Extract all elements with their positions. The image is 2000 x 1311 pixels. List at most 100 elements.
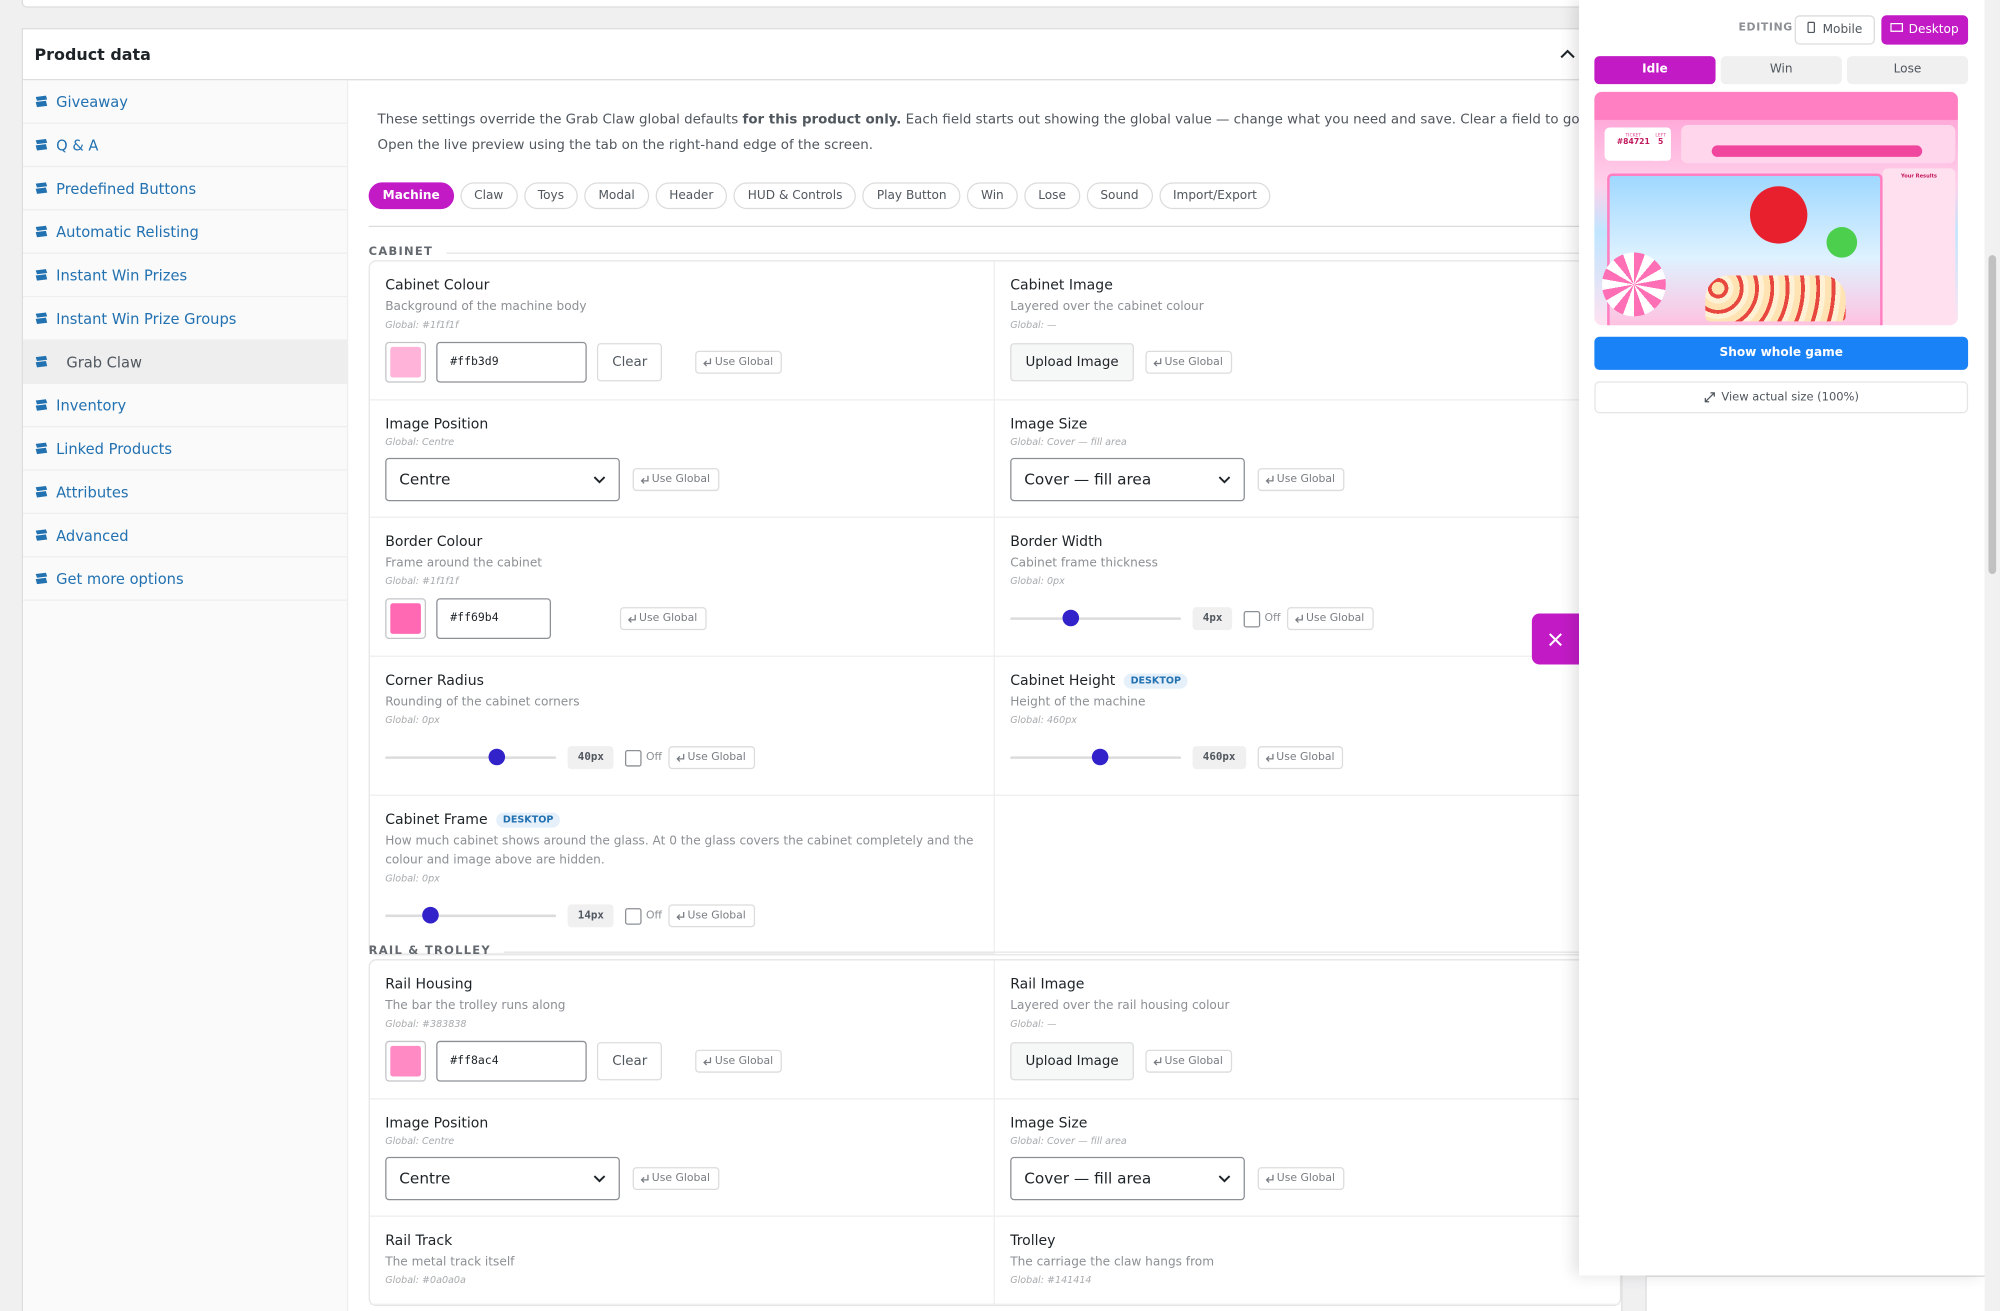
sidebar-item[interactable]: Advanced — [22, 514, 347, 558]
use-global-button[interactable]: Use Global — [695, 1049, 783, 1073]
settings-card: Cabinet Colour Background of the machine … — [368, 260, 1622, 956]
left-value: 5 — [1658, 137, 1664, 147]
sidebar-item-label: Q & A — [56, 135, 99, 154]
slider-thumb[interactable] — [488, 748, 506, 766]
field: Image Size Global: Cover — fill area Cover… — [994, 401, 1620, 518]
sidebar-item[interactable]: Inventory — [22, 384, 347, 428]
show-whole-game-button[interactable]: Show whole game — [1594, 336, 1969, 370]
use-global-label: Use Global — [714, 1054, 774, 1068]
tab[interactable]: HUD & Controls — [733, 182, 857, 210]
use-global-label: Use Global — [1164, 355, 1223, 369]
global-value: Global: Centre — [385, 1135, 455, 1147]
use-global-button[interactable]: Use Global — [668, 904, 755, 928]
sidebar-item[interactable]: Instant Win Prizes — [22, 254, 347, 298]
hex-input[interactable]: #ff69b4 — [436, 598, 552, 640]
use-global-button[interactable]: Use Global — [632, 1167, 720, 1191]
collapse-icon[interactable] — [1560, 47, 1575, 60]
use-global-button[interactable]: Use Global — [1257, 1167, 1344, 1191]
tab[interactable]: Import/Export — [1158, 182, 1271, 210]
sidebar-item[interactable]: Instant Win Prize Groups — [22, 297, 347, 341]
undo-icon — [703, 1057, 712, 1066]
field: Image Size Global: Cover — fill area Cover… — [994, 1099, 1620, 1217]
sidebar-item[interactable]: Attributes — [22, 471, 347, 515]
global-value: Global: #141414 — [1010, 1274, 1092, 1286]
slider-thumb[interactable] — [1062, 609, 1079, 627]
use-global-button[interactable]: Use Global — [1257, 746, 1344, 770]
slider-track[interactable] — [1010, 748, 1182, 766]
select[interactable]: Centre — [385, 457, 620, 502]
use-global-button[interactable]: Use Global — [1145, 1049, 1232, 1073]
undo-icon — [1153, 358, 1162, 367]
close-preview-button[interactable] — [1531, 613, 1580, 665]
sidebar-item[interactable]: Grab Claw — [22, 340, 347, 384]
field-label-text: Rail Track — [385, 1232, 453, 1249]
clear-button[interactable]: Clear — [596, 343, 663, 382]
range-value: 460px — [1192, 746, 1246, 770]
sidebar-item[interactable]: Get more options — [22, 557, 347, 601]
use-global-button[interactable]: Use Global — [1145, 350, 1232, 374]
color-swatch[interactable] — [385, 1040, 427, 1082]
global-value: Global: #1f1f1f — [385, 318, 459, 331]
tab[interactable]: Machine — [368, 182, 454, 210]
mobile-icon — [1807, 21, 1815, 34]
select[interactable]: Cover — fill area — [1010, 457, 1245, 502]
tab[interactable]: Claw — [460, 182, 518, 210]
desktop-badge: DESKTOP — [1124, 672, 1188, 689]
state-tab[interactable]: Win — [1720, 56, 1842, 85]
field-label-text: Border Width — [1010, 533, 1103, 550]
settings-card: Rail Housing The bar the trolley runs alo… — [368, 959, 1622, 1307]
checkbox[interactable] — [625, 749, 643, 766]
checkbox[interactable] — [1244, 610, 1261, 627]
sidebar-item[interactable]: Linked Products — [22, 427, 347, 471]
menu-icon — [35, 95, 48, 108]
use-global-button[interactable]: Use Global — [1286, 607, 1374, 631]
use-global-button[interactable]: Use Global — [1257, 468, 1344, 492]
select[interactable]: Centre — [385, 1156, 620, 1201]
upload-image-button[interactable]: Upload Image — [1010, 1042, 1134, 1081]
select[interactable]: Cover — fill area — [1010, 1156, 1245, 1201]
control-row: Centre Use Global — [385, 1156, 978, 1201]
tab[interactable]: Header — [655, 182, 728, 210]
slider-track[interactable] — [385, 906, 557, 924]
tab[interactable]: Play Button — [862, 182, 961, 210]
use-global-button[interactable]: Use Global — [632, 468, 720, 492]
tab[interactable]: Toys — [523, 182, 579, 210]
slider-thumb[interactable] — [421, 906, 439, 924]
use-global-button[interactable]: Use Global — [695, 350, 783, 374]
use-global-button[interactable]: Use Global — [619, 607, 707, 631]
tab[interactable]: Win — [966, 182, 1018, 210]
use-global-button[interactable]: Use Global — [668, 746, 755, 770]
clear-button[interactable]: Clear — [596, 1042, 663, 1081]
tab[interactable]: Lose — [1024, 182, 1080, 210]
game-machine — [1602, 173, 1883, 326]
hex-input[interactable]: #ff8ac4 — [436, 1040, 587, 1082]
off-toggle[interactable]: Off — [1244, 610, 1280, 627]
state-tab[interactable]: Idle — [1594, 56, 1716, 85]
upload-image-button[interactable]: Upload Image — [1010, 343, 1134, 382]
off-toggle[interactable]: Off — [625, 749, 662, 766]
checkbox[interactable] — [625, 907, 643, 925]
sidebar-item[interactable]: Giveaway — [22, 80, 347, 124]
sidebar-item[interactable]: Q & A — [22, 124, 347, 168]
sidebar-item[interactable]: Automatic Relisting — [22, 210, 347, 254]
device-button[interactable]: Mobile — [1794, 15, 1875, 45]
slider-track[interactable] — [1010, 609, 1182, 627]
lollipop-decoration — [1602, 252, 1666, 317]
tab[interactable]: Modal — [584, 182, 649, 210]
color-swatch[interactable] — [385, 341, 427, 383]
sidebar-item[interactable]: Predefined Buttons — [22, 167, 347, 211]
view-actual-size-button[interactable]: View actual size (100%) — [1594, 381, 1969, 414]
left-label: LEFT — [1655, 132, 1666, 138]
device-button[interactable]: Desktop — [1881, 15, 1969, 45]
field-description: The metal track itself — [385, 1255, 515, 1270]
tab[interactable]: Sound — [1086, 182, 1153, 210]
off-toggle[interactable]: Off — [625, 907, 662, 925]
slider-thumb[interactable] — [1091, 748, 1108, 766]
scrollbar-thumb[interactable] — [1988, 255, 1997, 574]
slider-track[interactable] — [385, 748, 557, 766]
color-swatch[interactable] — [385, 598, 427, 640]
hex-input[interactable]: #ffb3d9 — [436, 341, 587, 383]
device-label: Desktop — [1908, 22, 1959, 37]
state-tab[interactable]: Lose — [1846, 56, 1969, 85]
field-label: Border Width — [1010, 532, 1604, 551]
